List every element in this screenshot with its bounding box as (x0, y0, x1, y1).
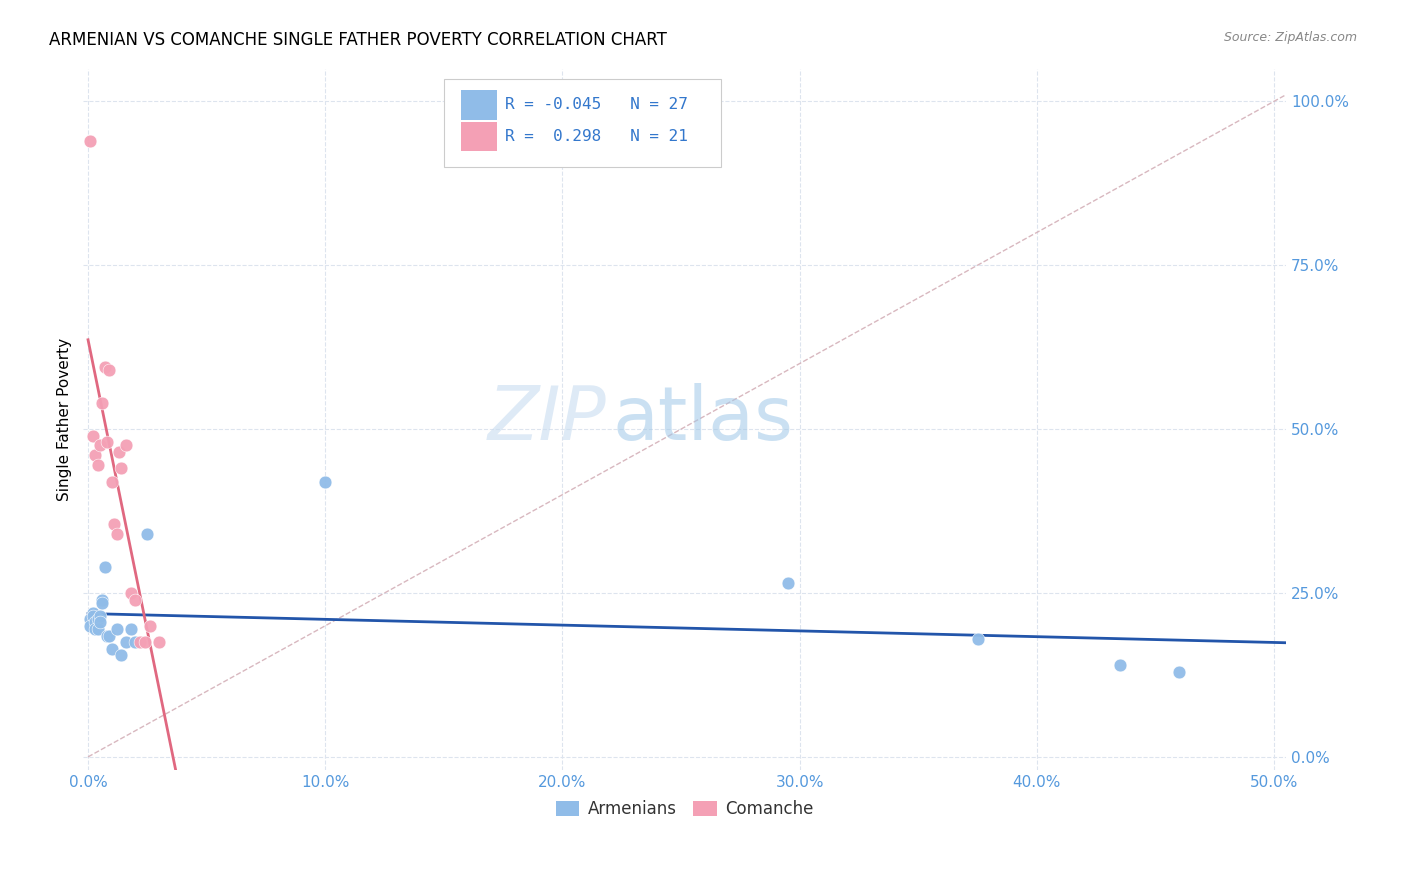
Point (110, 461, 132, 475)
Text: atlas: atlas (613, 383, 793, 456)
Point (100, 475, 122, 489)
Point (129, 635, 152, 649)
Point (124, 592, 146, 607)
Point (776, 576, 799, 591)
Text: R =  0.298   N = 21: R = 0.298 N = 21 (505, 129, 689, 145)
Point (148, 635, 170, 649)
Point (79, 134, 101, 148)
Point (84, 448, 107, 462)
FancyBboxPatch shape (461, 90, 496, 120)
Point (1168, 665, 1191, 679)
Text: Source: ZipAtlas.com: Source: ZipAtlas.com (1223, 31, 1357, 45)
Text: R = -0.045   N = 27: R = -0.045 N = 27 (505, 97, 689, 112)
Point (98, 629, 121, 643)
Point (89, 438, 111, 452)
Point (84, 615, 107, 630)
Point (91, 396, 114, 410)
Point (105, 622, 128, 636)
Point (84, 622, 107, 636)
Point (105, 527, 128, 541)
Point (93, 359, 115, 374)
Point (103, 517, 125, 532)
FancyBboxPatch shape (444, 79, 721, 167)
Point (82, 609, 104, 624)
Point (115, 438, 138, 452)
Point (124, 635, 146, 649)
Point (91, 592, 114, 607)
Point (86, 612, 108, 626)
Point (108, 445, 131, 459)
Point (89, 615, 111, 630)
Point (1109, 658, 1132, 673)
Text: ZIP: ZIP (488, 384, 606, 455)
Point (86, 458, 108, 472)
Point (89, 609, 111, 624)
Point (82, 606, 104, 620)
Point (98, 363, 121, 377)
Text: ARMENIAN VS COMANCHE SINGLE FATHER POVERTY CORRELATION CHART: ARMENIAN VS COMANCHE SINGLE FATHER POVER… (49, 31, 666, 49)
Point (115, 635, 138, 649)
Point (134, 635, 156, 649)
Point (966, 632, 988, 646)
Point (96, 435, 118, 450)
Point (100, 641, 122, 656)
Point (314, 475, 336, 489)
Point (82, 428, 104, 442)
Point (93, 559, 115, 574)
Y-axis label: Single Father Poverty: Single Father Poverty (58, 338, 72, 500)
Point (96, 629, 118, 643)
Point (136, 527, 159, 541)
FancyBboxPatch shape (461, 122, 496, 152)
Point (120, 586, 142, 600)
Point (79, 612, 101, 626)
Point (120, 622, 142, 636)
Point (138, 619, 160, 633)
Point (91, 596, 114, 610)
Point (110, 648, 132, 663)
Point (79, 619, 101, 633)
Legend: Armenians, Comanche: Armenians, Comanche (550, 794, 820, 825)
Point (86, 622, 108, 636)
